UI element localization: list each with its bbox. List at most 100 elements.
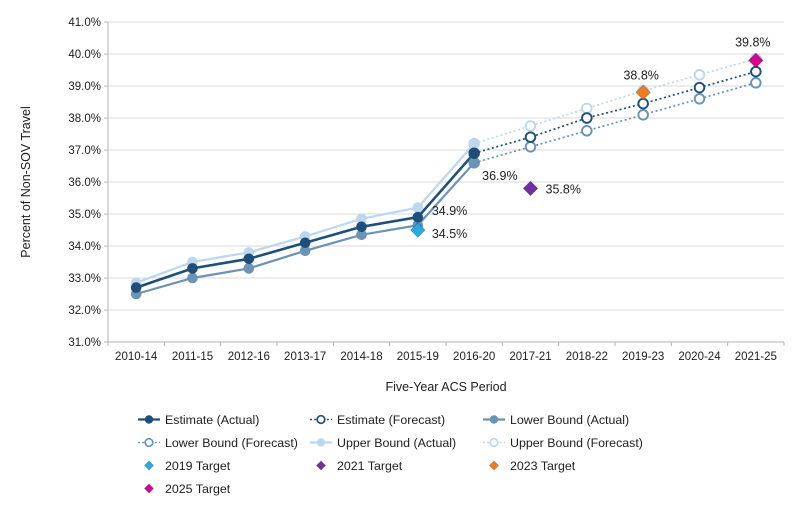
legend-item-lower-bound-forecast-: Lower Bound (Forecast) xyxy=(138,431,310,454)
chart-legend: Estimate (Actual) Estimate (Forecast) Lowe… xyxy=(138,408,643,500)
data-point xyxy=(187,272,198,284)
data-point xyxy=(693,93,706,105)
annotation-label: 36.9% xyxy=(482,169,517,183)
x-tick-label: 2010-14 xyxy=(115,351,158,363)
x-tick-label: 2016-20 xyxy=(453,351,495,363)
legend-item-lower-bound-actual-: Lower Bound (Actual) xyxy=(483,408,643,431)
legend-label: Upper Bound (Forecast) xyxy=(510,435,643,450)
target-diamond-2023-target xyxy=(635,84,651,101)
data-point xyxy=(356,213,367,225)
line-dot-legend-marker-icon xyxy=(483,415,505,424)
legend-label: 2019 Target xyxy=(165,458,231,473)
legend-label: Lower Bound (Actual) xyxy=(510,412,630,427)
x-tick-label: 2012-16 xyxy=(228,351,270,363)
y-tick-label: 34.0% xyxy=(68,241,101,253)
legend-item-estimate-forecast-: Estimate (Forecast) xyxy=(310,408,483,431)
legend-item-2021-target: 2021 Target xyxy=(310,454,483,477)
annotation-label: 34.9% xyxy=(432,204,467,218)
x-axis-title: Five-Year ACS Period xyxy=(385,380,506,394)
legend-label: 2025 Target xyxy=(165,481,231,496)
legend-label: Estimate (Forecast) xyxy=(337,412,446,427)
legend-label: 2023 Target xyxy=(510,458,576,473)
x-tick-label: 2013-17 xyxy=(284,351,326,363)
data-point xyxy=(524,131,537,143)
data-point xyxy=(299,245,311,257)
y-tick-label: 39.0% xyxy=(68,81,101,93)
data-point xyxy=(637,109,649,121)
diamond-legend-marker-icon xyxy=(144,460,154,471)
y-tick-label: 33.0% xyxy=(68,273,101,285)
y-tick-label: 40.0% xyxy=(68,49,101,61)
data-point xyxy=(693,81,706,94)
legend-item-2025-target: 2025 Target xyxy=(138,477,310,500)
data-point xyxy=(130,282,142,293)
diamond-legend-marker-icon xyxy=(144,483,154,494)
legend-item-upper-bound-actual-: Upper Bound (Actual) xyxy=(310,431,483,454)
target-value-label: 39.8% xyxy=(735,35,770,49)
series-line-upper-bound-actual- xyxy=(135,142,475,284)
x-tick-label: 2018-22 xyxy=(566,351,608,363)
data-point xyxy=(356,229,367,241)
x-tick-label: 2014-18 xyxy=(340,351,382,363)
data-point xyxy=(412,211,424,223)
data-point xyxy=(581,102,593,115)
y-tick-label: 32.0% xyxy=(68,305,101,317)
data-point xyxy=(243,253,255,265)
data-point xyxy=(693,69,706,81)
target-diamond-2021-target xyxy=(522,180,539,197)
data-point xyxy=(468,157,480,169)
data-point xyxy=(468,138,480,149)
dash-open-legend-marker-icon xyxy=(138,437,160,448)
target-value-label: 34.5% xyxy=(432,227,467,241)
series-line-estimate-forecast- xyxy=(473,70,757,155)
plot-area: Percent of Non-SOV Travel Five-Year ACS … xyxy=(19,17,785,394)
data-point xyxy=(581,112,593,124)
data-point xyxy=(299,237,311,249)
series-line-upper-bound-forecast- xyxy=(473,57,757,145)
x-tick-label: 2017-21 xyxy=(509,351,551,363)
legend-label: Upper Bound (Actual) xyxy=(337,435,457,450)
y-tick-label: 38.0% xyxy=(68,113,101,125)
target-value-label: 35.8% xyxy=(546,182,581,196)
x-tick-label: 2011-15 xyxy=(172,351,213,363)
y-axis-title: Percent of Non-SOV Travel xyxy=(19,106,33,257)
data-point xyxy=(412,202,424,213)
data-point xyxy=(637,97,649,110)
dash-open-legend-marker-icon xyxy=(483,437,505,448)
y-tick-label: 35.0% xyxy=(68,209,101,221)
legend-item-upper-bound-forecast-: Upper Bound (Forecast) xyxy=(483,431,643,454)
x-tick-label: 2021-25 xyxy=(735,351,777,363)
target-value-label: 38.8% xyxy=(623,68,658,82)
data-point xyxy=(750,77,762,89)
legend-item-estimate-actual-: Estimate (Actual) xyxy=(138,408,310,431)
y-tick-label: 36.0% xyxy=(68,177,101,189)
target-diamond-2025-target xyxy=(748,52,764,69)
diamond-legend-marker-icon xyxy=(316,460,326,471)
x-tick-label: 2020-24 xyxy=(678,351,721,363)
target-diamond-2019-target xyxy=(410,222,426,238)
legend-item-2023-target: 2023 Target xyxy=(483,454,643,477)
diamond-legend-marker-icon xyxy=(489,460,499,471)
legend-label: Estimate (Actual) xyxy=(165,412,260,427)
legend-label: 2021 Target xyxy=(337,458,403,473)
data-point xyxy=(581,125,593,137)
series-line-lower-bound-forecast- xyxy=(473,81,757,164)
dash-open-legend-marker-icon xyxy=(310,414,332,425)
x-tick-label: 2019-23 xyxy=(622,351,664,363)
data-point xyxy=(356,221,367,233)
line-dot-legend-marker-icon xyxy=(138,415,160,424)
data-point xyxy=(243,263,255,274)
y-tick-label: 31.0% xyxy=(68,337,101,349)
data-point xyxy=(750,65,762,78)
data-point xyxy=(524,120,537,132)
data-point xyxy=(524,141,537,153)
legend-label: Lower Bound (Forecast) xyxy=(165,435,298,450)
line-dot-legend-marker-icon xyxy=(310,438,332,447)
y-tick-label: 37.0% xyxy=(68,145,101,157)
y-tick-label: 41.0% xyxy=(68,17,101,29)
data-point xyxy=(468,147,480,159)
legend-item-2019-target: 2019 Target xyxy=(138,454,310,477)
data-point xyxy=(187,263,198,274)
x-tick-label: 2015-19 xyxy=(397,351,439,363)
